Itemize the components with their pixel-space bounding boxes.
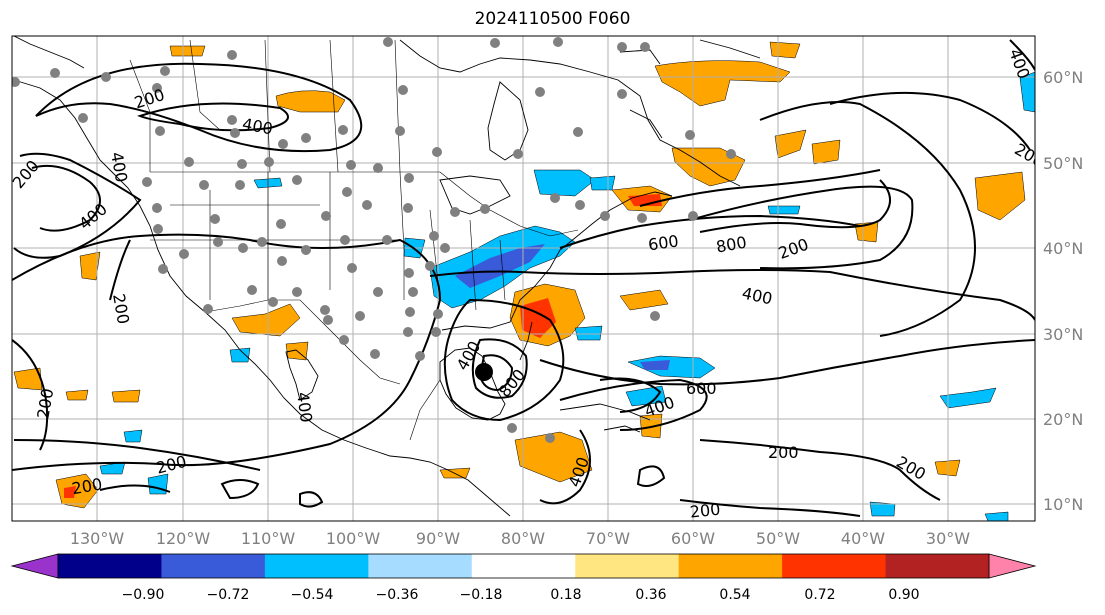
shade-patch (1019, 71, 1035, 113)
shade-patch (229, 347, 251, 363)
colorbar-segment (782, 554, 887, 578)
colorbar-segment (885, 554, 990, 578)
colorbar-segment (575, 554, 680, 578)
shade-patch (640, 360, 670, 370)
shade-patch (533, 169, 596, 197)
colorbar-label: 0.18 (550, 587, 581, 603)
colorbar-extend-left (10, 553, 59, 579)
lon-label: 80°W (501, 529, 545, 548)
shade-patch (654, 60, 791, 107)
station-markers (12, 37, 736, 443)
colorbar-label: 0.54 (719, 587, 750, 603)
shade-patch (589, 175, 616, 191)
contour-label: 400 (293, 391, 316, 424)
colorbar-label: 0.36 (635, 587, 666, 603)
coastline (285, 349, 319, 401)
lon-label: 100°W (326, 529, 381, 548)
coastline (619, 49, 661, 65)
shade-patch (625, 385, 667, 407)
lat-label: 30°N (1043, 325, 1083, 344)
map-panel: 200 400 400 200 400 200 200 400 600 800 … (12, 36, 1035, 522)
shade-patch (939, 387, 997, 409)
lat-label: 40°N (1043, 239, 1083, 258)
shade-patch (869, 501, 896, 517)
lat-label: 60°N (1043, 68, 1083, 87)
lon-label: 50°W (756, 529, 800, 548)
borders (129, 39, 579, 441)
coastline (439, 347, 506, 421)
shade-patch (123, 429, 143, 443)
colorbar-label: −0.90 (122, 587, 165, 603)
coastline (487, 81, 529, 161)
shade-patch (169, 45, 206, 57)
coastline (559, 403, 651, 421)
coastline (399, 39, 741, 187)
colorbar-label: −0.36 (376, 587, 419, 603)
shade-patch (79, 251, 101, 281)
lon-label: 30°W (926, 529, 970, 548)
coastline (441, 191, 673, 331)
colorbar-label: 0.72 (804, 587, 835, 603)
lat-label: 50°N (1043, 154, 1083, 173)
colorbar-segment (471, 554, 576, 578)
shade-patch (774, 129, 807, 159)
shade-patch (111, 389, 141, 403)
shade-patch (974, 171, 1026, 221)
colorbar-segment (264, 554, 369, 578)
lon-label: 40°W (841, 529, 885, 548)
colorbar-segment (161, 554, 266, 578)
shade-patch (520, 298, 556, 338)
cyclone-center (475, 363, 493, 381)
colorbar-segment (678, 554, 783, 578)
coastline (13, 79, 511, 517)
colorbar: −0.90 −0.72 −0.54 −0.36 −0.18 0.18 0.36 … (10, 553, 1037, 603)
shade-patch (231, 303, 301, 337)
colorbar-extend-right (988, 553, 1037, 579)
colorbar-label: 0.90 (888, 587, 919, 603)
colorbar-label: −0.54 (291, 587, 334, 603)
coastline (699, 39, 761, 59)
colorbar-labels: −0.90 −0.72 −0.54 −0.36 −0.18 0.18 0.36 … (122, 587, 920, 603)
lon-label: 120°W (156, 529, 211, 548)
colorbar-label: −0.18 (460, 587, 503, 603)
colorbar-label: −0.72 (207, 587, 250, 603)
lat-label: 10°N (1043, 495, 1083, 514)
warm-shading (13, 41, 1026, 509)
lon-label: 130°W (70, 529, 125, 548)
colorbar-segment (58, 554, 162, 578)
lon-label: 90°W (416, 529, 460, 548)
contour-label: 600 (686, 379, 717, 398)
shade-patch (619, 289, 669, 311)
map-title: 2024110500 F060 (474, 9, 631, 29)
lat-label: 20°N (1043, 410, 1083, 429)
lon-label: 70°W (586, 529, 630, 548)
lon-label: 60°W (671, 529, 715, 548)
shade-patch (574, 325, 603, 341)
gridlines (12, 36, 1035, 521)
contour-label: 200 (689, 500, 721, 522)
lon-label: 110°W (241, 529, 296, 548)
coastline (13, 36, 85, 69)
longitude-labels: 130°W 120°W 110°W 100°W 90°W 80°W 70°W 6… (70, 529, 970, 548)
contour-label: 200 (768, 443, 799, 462)
contour-label: 600 (647, 231, 680, 254)
map-frame (11, 35, 1036, 522)
shade-patch (65, 389, 89, 401)
shade-patch (671, 147, 746, 187)
shade-patch (769, 41, 801, 59)
latitude-labels: 60°N 50°N 40°N 30°N 20°N 10°N (1043, 68, 1083, 514)
shade-patch (64, 486, 76, 498)
shade-patch (854, 221, 879, 243)
shade-patch (55, 473, 99, 509)
shade-patch (275, 90, 346, 113)
coastline (629, 109, 663, 139)
shade-patch (13, 367, 43, 391)
shade-patch (811, 139, 841, 165)
shade-patch (767, 205, 801, 215)
shade-patch (984, 511, 1009, 521)
contours (12, 39, 1035, 517)
colorbar-segment (368, 554, 473, 578)
